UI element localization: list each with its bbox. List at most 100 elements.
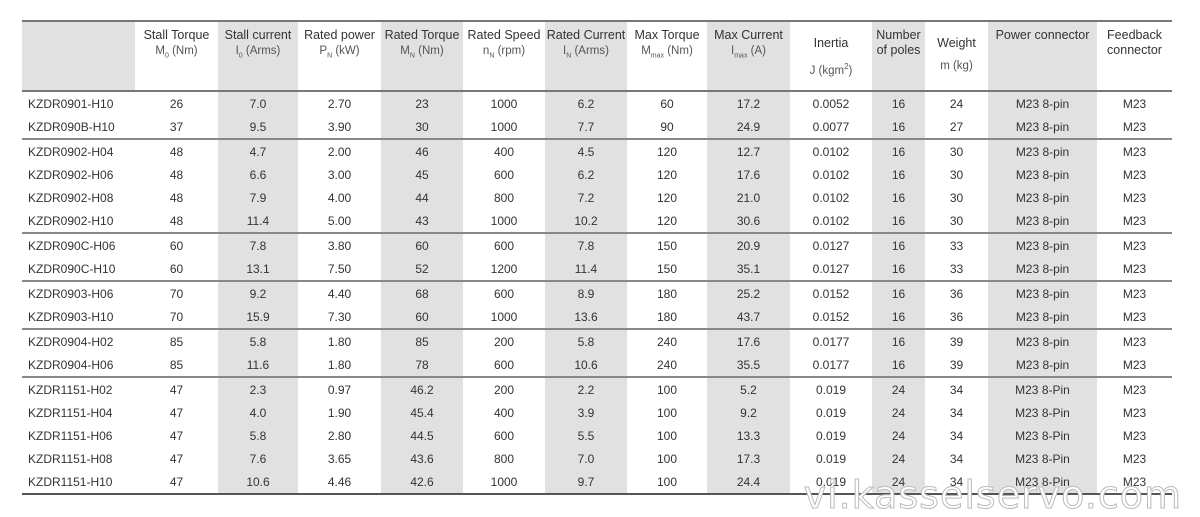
table-row: KZDR0901-H10 26 7.0 2.70 23 1000 6.2 60 17.2 0.00… xyxy=(22,91,1172,115)
value-cell: 90 xyxy=(660,119,674,134)
value-cell: 12.7 xyxy=(707,139,790,163)
model-cell: KZDR0903-H10 xyxy=(28,309,114,324)
table-row: KZDR0902-H10 48 11.4 5.00 43 1000 10.2 120 30.6 0… xyxy=(22,209,1172,233)
table-row: KZDR1151-H10 47 10.6 4.46 42.6 1000 9.7 100 24.4… xyxy=(22,470,1172,494)
value-cell: 9.2 xyxy=(707,401,790,424)
value-cell: 85 xyxy=(381,329,463,353)
column-unit: nN (rpm) xyxy=(482,45,526,60)
value-cell: 1.80 xyxy=(327,357,352,372)
value-cell: 5.8 xyxy=(545,329,627,353)
value-cell: 400 xyxy=(493,144,515,159)
value-cell: 16 xyxy=(872,233,925,257)
value-cell: 45 xyxy=(381,163,463,186)
table-row: KZDR1151-H06 47 5.8 2.80 44.5 600 5.5 100 13.3 0.… xyxy=(22,424,1172,447)
table-row: KZDR090C-H10 60 13.1 7.50 52 1200 11.4 150 35.1 0… xyxy=(22,257,1172,281)
value-cell: 11.4 xyxy=(218,209,298,233)
value-cell: 23 xyxy=(381,91,463,115)
model-cell: KZDR1151-H06 xyxy=(28,428,113,443)
value-cell: 1000 xyxy=(490,119,518,134)
value-cell: M23 8-pin xyxy=(988,233,1097,257)
value-cell: 17.3 xyxy=(707,447,790,470)
model-cell: KZDR0902-H04 xyxy=(28,144,114,159)
value-cell: 15.9 xyxy=(218,305,298,329)
value-cell: M23 xyxy=(1122,428,1147,443)
value-cell: 16 xyxy=(872,305,925,329)
column-header: Rated power PN (kW) xyxy=(298,21,381,91)
value-cell: 4.7 xyxy=(218,139,298,163)
value-cell: 3.9 xyxy=(545,401,627,424)
column-header: Power connector xyxy=(988,21,1097,91)
value-cell: 5.5 xyxy=(545,424,627,447)
value-cell: 600 xyxy=(493,238,515,253)
value-cell: 0.0152 xyxy=(812,309,850,324)
value-cell: 0.0127 xyxy=(812,238,850,253)
value-cell: 16 xyxy=(872,91,925,115)
table-row: KZDR1151-H02 47 2.3 0.97 46.2 200 2.2 100 5.2 0.0… xyxy=(22,377,1172,401)
value-cell: 47 xyxy=(169,428,184,443)
value-cell: 47 xyxy=(169,451,184,466)
value-cell: 0.0102 xyxy=(812,213,850,228)
column-title: Number of poles xyxy=(876,28,921,57)
value-cell: 10.6 xyxy=(545,353,627,377)
value-cell: 0.019 xyxy=(815,405,847,420)
value-cell: 200 xyxy=(493,334,515,349)
value-cell: 1000 xyxy=(490,309,518,324)
column-title: Stall current xyxy=(224,28,292,42)
value-cell: 36 xyxy=(949,286,964,301)
column-unit: IN (Arms) xyxy=(563,45,609,60)
value-cell: 5.00 xyxy=(327,213,352,228)
column-title: Rated Current xyxy=(546,28,626,42)
column-header: Weight m (kg) xyxy=(925,21,988,91)
value-cell: 16 xyxy=(872,329,925,353)
value-cell: M23 8-pin xyxy=(988,281,1097,305)
value-cell: 26 xyxy=(169,96,184,111)
value-cell: M23 xyxy=(1122,238,1147,253)
value-cell: 35.1 xyxy=(707,257,790,281)
value-cell: 7.6 xyxy=(218,447,298,470)
value-cell: 7.50 xyxy=(327,261,352,276)
value-cell: 7.2 xyxy=(545,186,627,209)
value-cell: 0.0127 xyxy=(812,261,850,276)
value-cell: M23 8-pin xyxy=(988,209,1097,233)
value-cell: 3.90 xyxy=(327,119,352,134)
value-cell: M23 xyxy=(1122,119,1147,134)
column-header: Rated Speed nN (rpm) xyxy=(463,21,545,91)
column-title: Feedback connector xyxy=(1107,28,1162,57)
model-cell: KZDR1151-H02 xyxy=(28,382,113,397)
value-cell: 120 xyxy=(656,144,678,159)
value-cell: 20.9 xyxy=(707,233,790,257)
value-cell: 44.5 xyxy=(381,424,463,447)
model-cell: KZDR1151-H04 xyxy=(28,405,113,420)
value-cell: 17.2 xyxy=(707,91,790,115)
value-cell: 48 xyxy=(169,190,184,205)
value-cell: 3.00 xyxy=(327,167,352,182)
column-title: Weight xyxy=(937,36,976,50)
column-header: Feedback connector xyxy=(1097,21,1172,91)
value-cell: 120 xyxy=(656,213,678,228)
value-cell: 5.8 xyxy=(218,329,298,353)
value-cell: 150 xyxy=(656,238,678,253)
value-cell: 24 xyxy=(949,96,964,111)
table-row: KZDR0903-H06 70 9.2 4.40 68 600 8.9 180 25.2 0.01… xyxy=(22,281,1172,305)
value-cell: 11.4 xyxy=(545,257,627,281)
value-cell: 44 xyxy=(381,186,463,209)
model-cell: KZDR1151-H10 xyxy=(28,474,113,489)
value-cell: 6.6 xyxy=(218,163,298,186)
value-cell: 7.0 xyxy=(545,447,627,470)
value-cell: 2.3 xyxy=(218,377,298,401)
value-cell: 3.80 xyxy=(327,238,352,253)
column-title: Rated power xyxy=(304,28,375,42)
motor-spec-table: Stall Torque M0 (Nm) Stall current I0 (Arms… xyxy=(22,20,1172,495)
value-cell: 16 xyxy=(872,257,925,281)
value-cell: 27 xyxy=(949,119,964,134)
value-cell: 16 xyxy=(872,186,925,209)
column-header xyxy=(22,21,135,91)
value-cell: 0.0102 xyxy=(812,190,850,205)
value-cell: 600 xyxy=(493,167,515,182)
value-cell: 42.6 xyxy=(381,470,463,494)
value-cell: 30 xyxy=(949,213,964,228)
value-cell: 9.7 xyxy=(545,470,627,494)
value-cell: 1000 xyxy=(490,474,518,489)
value-cell: 150 xyxy=(656,261,678,276)
table-row: KZDR090C-H06 60 7.8 3.80 60 600 7.8 150 20.9 0.01… xyxy=(22,233,1172,257)
